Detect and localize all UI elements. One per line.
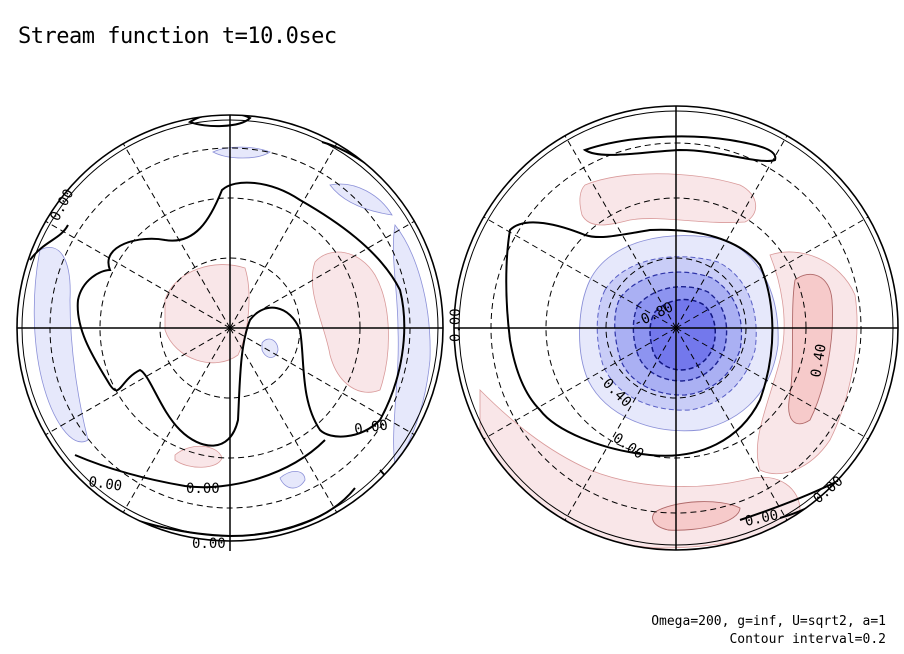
left-zero-contour: [74, 439, 326, 489]
parameter-note: Omega=200, g=inf, U=sqrt2, a=1: [651, 614, 886, 629]
left-negative-region: [212, 146, 271, 159]
left-negative-region: [329, 183, 393, 216]
chart-title: Stream function t=10.0sec: [18, 24, 337, 49]
contour-label: 0.00: [353, 417, 389, 438]
contour-interval-note: Contour interval=0.2: [729, 632, 886, 647]
contour-label: 0.00: [610, 430, 647, 462]
contour-label: 0.40: [808, 343, 830, 379]
contour-label: 0.00: [192, 536, 226, 552]
left-zero-contour: [321, 141, 431, 251]
contour-label: 0.00: [87, 474, 123, 495]
contour-label: 0.00: [744, 507, 780, 530]
left-negative-region: [261, 338, 279, 358]
left-zero-contour: [76, 181, 406, 447]
left-positive-region: [311, 251, 389, 393]
left-zero-contour: [379, 469, 394, 511]
left-positive-region: [174, 445, 223, 468]
right-hemisphere: -0.80 -0.40 0.40 0.00 0.00 0.00: [453, 105, 899, 551]
right-hemisphere-boundary: [453, 105, 899, 551]
right-negative-region: [649, 298, 717, 371]
right-zero-contour: [582, 135, 777, 162]
right-positive-region: [788, 273, 833, 425]
left-positive-region: [164, 264, 250, 364]
left-hemisphere: 0.00 0.00 0.00 0.00 0.00: [16, 114, 444, 552]
left-hemisphere-boundary: [16, 114, 444, 542]
left-negative-region: [33, 247, 89, 443]
right-positive-region: [579, 173, 757, 226]
contour-label: 0.00: [47, 187, 77, 224]
right-positive-region: [652, 501, 741, 531]
contour-label: 0.00: [186, 481, 220, 497]
left-negative-region: [279, 471, 306, 489]
contour-label: 0.00: [810, 473, 846, 507]
right-zero-contour: [505, 221, 774, 457]
left-zero-contour: [29, 224, 69, 261]
contour-label: 0.00: [448, 308, 464, 342]
